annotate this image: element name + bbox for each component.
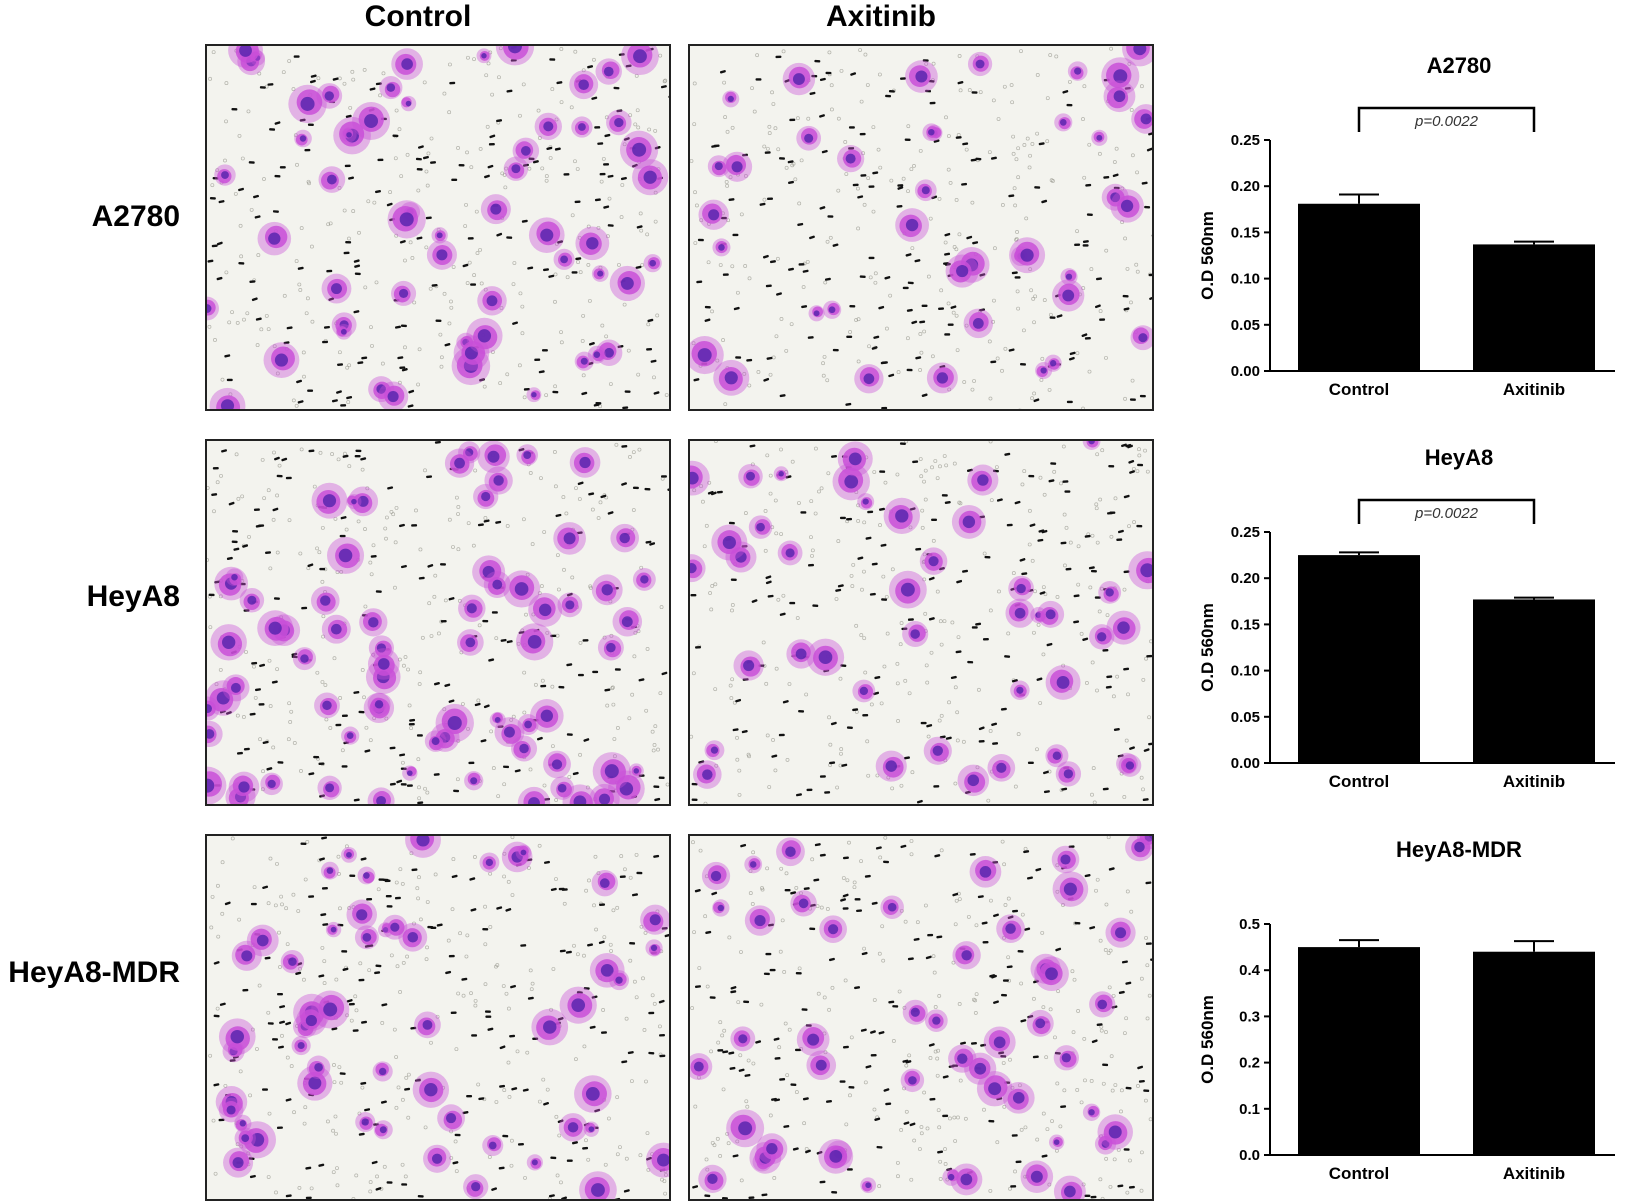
y-tick-label: 0.25 — [1231, 524, 1260, 541]
y-tick-label: 0.25 — [1231, 132, 1260, 149]
y-tick-label: 0.10 — [1231, 663, 1260, 680]
y-tick-label: 0.20 — [1231, 570, 1260, 587]
y-tick-label: 0.1 — [1239, 1101, 1260, 1118]
chart-title: HeyA8-MDR — [1396, 837, 1522, 862]
y-tick-label: 0.05 — [1231, 709, 1260, 726]
y-tick-label: 0.0 — [1239, 1147, 1260, 1164]
y-axis-title: O.D 560nm — [1198, 995, 1217, 1084]
y-tick-label: 0.00 — [1231, 755, 1260, 772]
micrograph-texture — [207, 46, 669, 409]
column-header-axitinib: Axitinib — [826, 0, 936, 33]
bar-control — [1298, 555, 1420, 763]
y-tick-label: 0.10 — [1231, 271, 1260, 288]
x-category-label: Axitinib — [1503, 380, 1565, 399]
micrograph-texture — [690, 441, 1152, 804]
micrograph-texture — [207, 836, 669, 1199]
chart-svg: HeyA8 O.D 560nm 0.00 0.05 0.10 0.15 0.20 0.25 Co… — [1198, 445, 1615, 791]
micrograph-a2780-axitinib — [688, 44, 1154, 411]
chart-svg: HeyA8-MDR O.D 560nm 0.0 0.1 0.2 0.3 0.4 0.5 Cont… — [1198, 837, 1615, 1183]
row-label-heya8: HeyA8 — [86, 580, 180, 613]
micrograph-a2780-control — [205, 44, 671, 411]
y-tick-label: 0.4 — [1239, 962, 1261, 979]
x-category-label: Control — [1329, 1164, 1389, 1183]
p-value-label: p=0.0022 — [1414, 505, 1479, 522]
y-tick-label: 0.5 — [1239, 916, 1260, 933]
y-tick-label: 0.20 — [1231, 178, 1260, 195]
y-tick-label: 0.2 — [1239, 1055, 1260, 1072]
micrograph-heya8-mdr-axitinib — [688, 834, 1154, 1201]
p-value-label: p=0.0022 — [1414, 113, 1479, 130]
micrograph-texture — [207, 441, 669, 804]
y-tick-label: 0.00 — [1231, 363, 1260, 380]
y-axis-title: O.D 560nm — [1198, 603, 1217, 692]
significance-bracket — [1357, 106, 1536, 132]
y-axis-title: O.D 560nm — [1198, 211, 1217, 300]
row-label-heya8-mdr: HeyA8-MDR — [8, 956, 180, 989]
bar-axitinib — [1473, 244, 1595, 371]
bar-chart-a2780: A2780 O.D 560nm 0.00 0.05 0.10 0.15 0.20 0.25 Co… — [1170, 40, 1636, 416]
x-category-label: Control — [1329, 772, 1389, 791]
x-category-label: Control — [1329, 380, 1389, 399]
micrograph-texture — [690, 46, 1152, 409]
chart-svg: A2780 O.D 560nm 0.00 0.05 0.10 0.15 0.20 0.25 Co… — [1198, 53, 1615, 399]
micrograph-heya8-axitinib — [688, 439, 1154, 806]
row-label-a2780: A2780 — [91, 200, 180, 233]
bar-control — [1298, 947, 1420, 1155]
x-category-label: Axitinib — [1503, 1164, 1565, 1183]
y-tick-label: 0.05 — [1231, 317, 1260, 334]
column-header-control: Control — [364, 0, 472, 33]
bar-control — [1298, 203, 1420, 371]
bar-chart-heya8-mdr: HeyA8-MDR O.D 560nm 0.0 0.1 0.2 0.3 0.4 0.5 Cont… — [1170, 824, 1636, 1200]
micrograph-texture — [690, 836, 1152, 1199]
chart-title: A2780 — [1427, 53, 1492, 78]
y-tick-label: 0.15 — [1231, 224, 1260, 241]
bar-axitinib — [1473, 599, 1595, 763]
bar-axitinib — [1473, 951, 1595, 1155]
chart-title: HeyA8 — [1425, 445, 1493, 470]
micrograph-heya8-control — [205, 439, 671, 806]
y-tick-label: 0.15 — [1231, 616, 1260, 633]
significance-bracket — [1357, 498, 1536, 524]
bar-chart-heya8: HeyA8 O.D 560nm 0.00 0.05 0.10 0.15 0.20 0.25 Co… — [1170, 432, 1636, 808]
micrograph-heya8-mdr-control — [205, 834, 671, 1201]
y-tick-label: 0.3 — [1239, 1008, 1260, 1025]
x-category-label: Axitinib — [1503, 772, 1565, 791]
